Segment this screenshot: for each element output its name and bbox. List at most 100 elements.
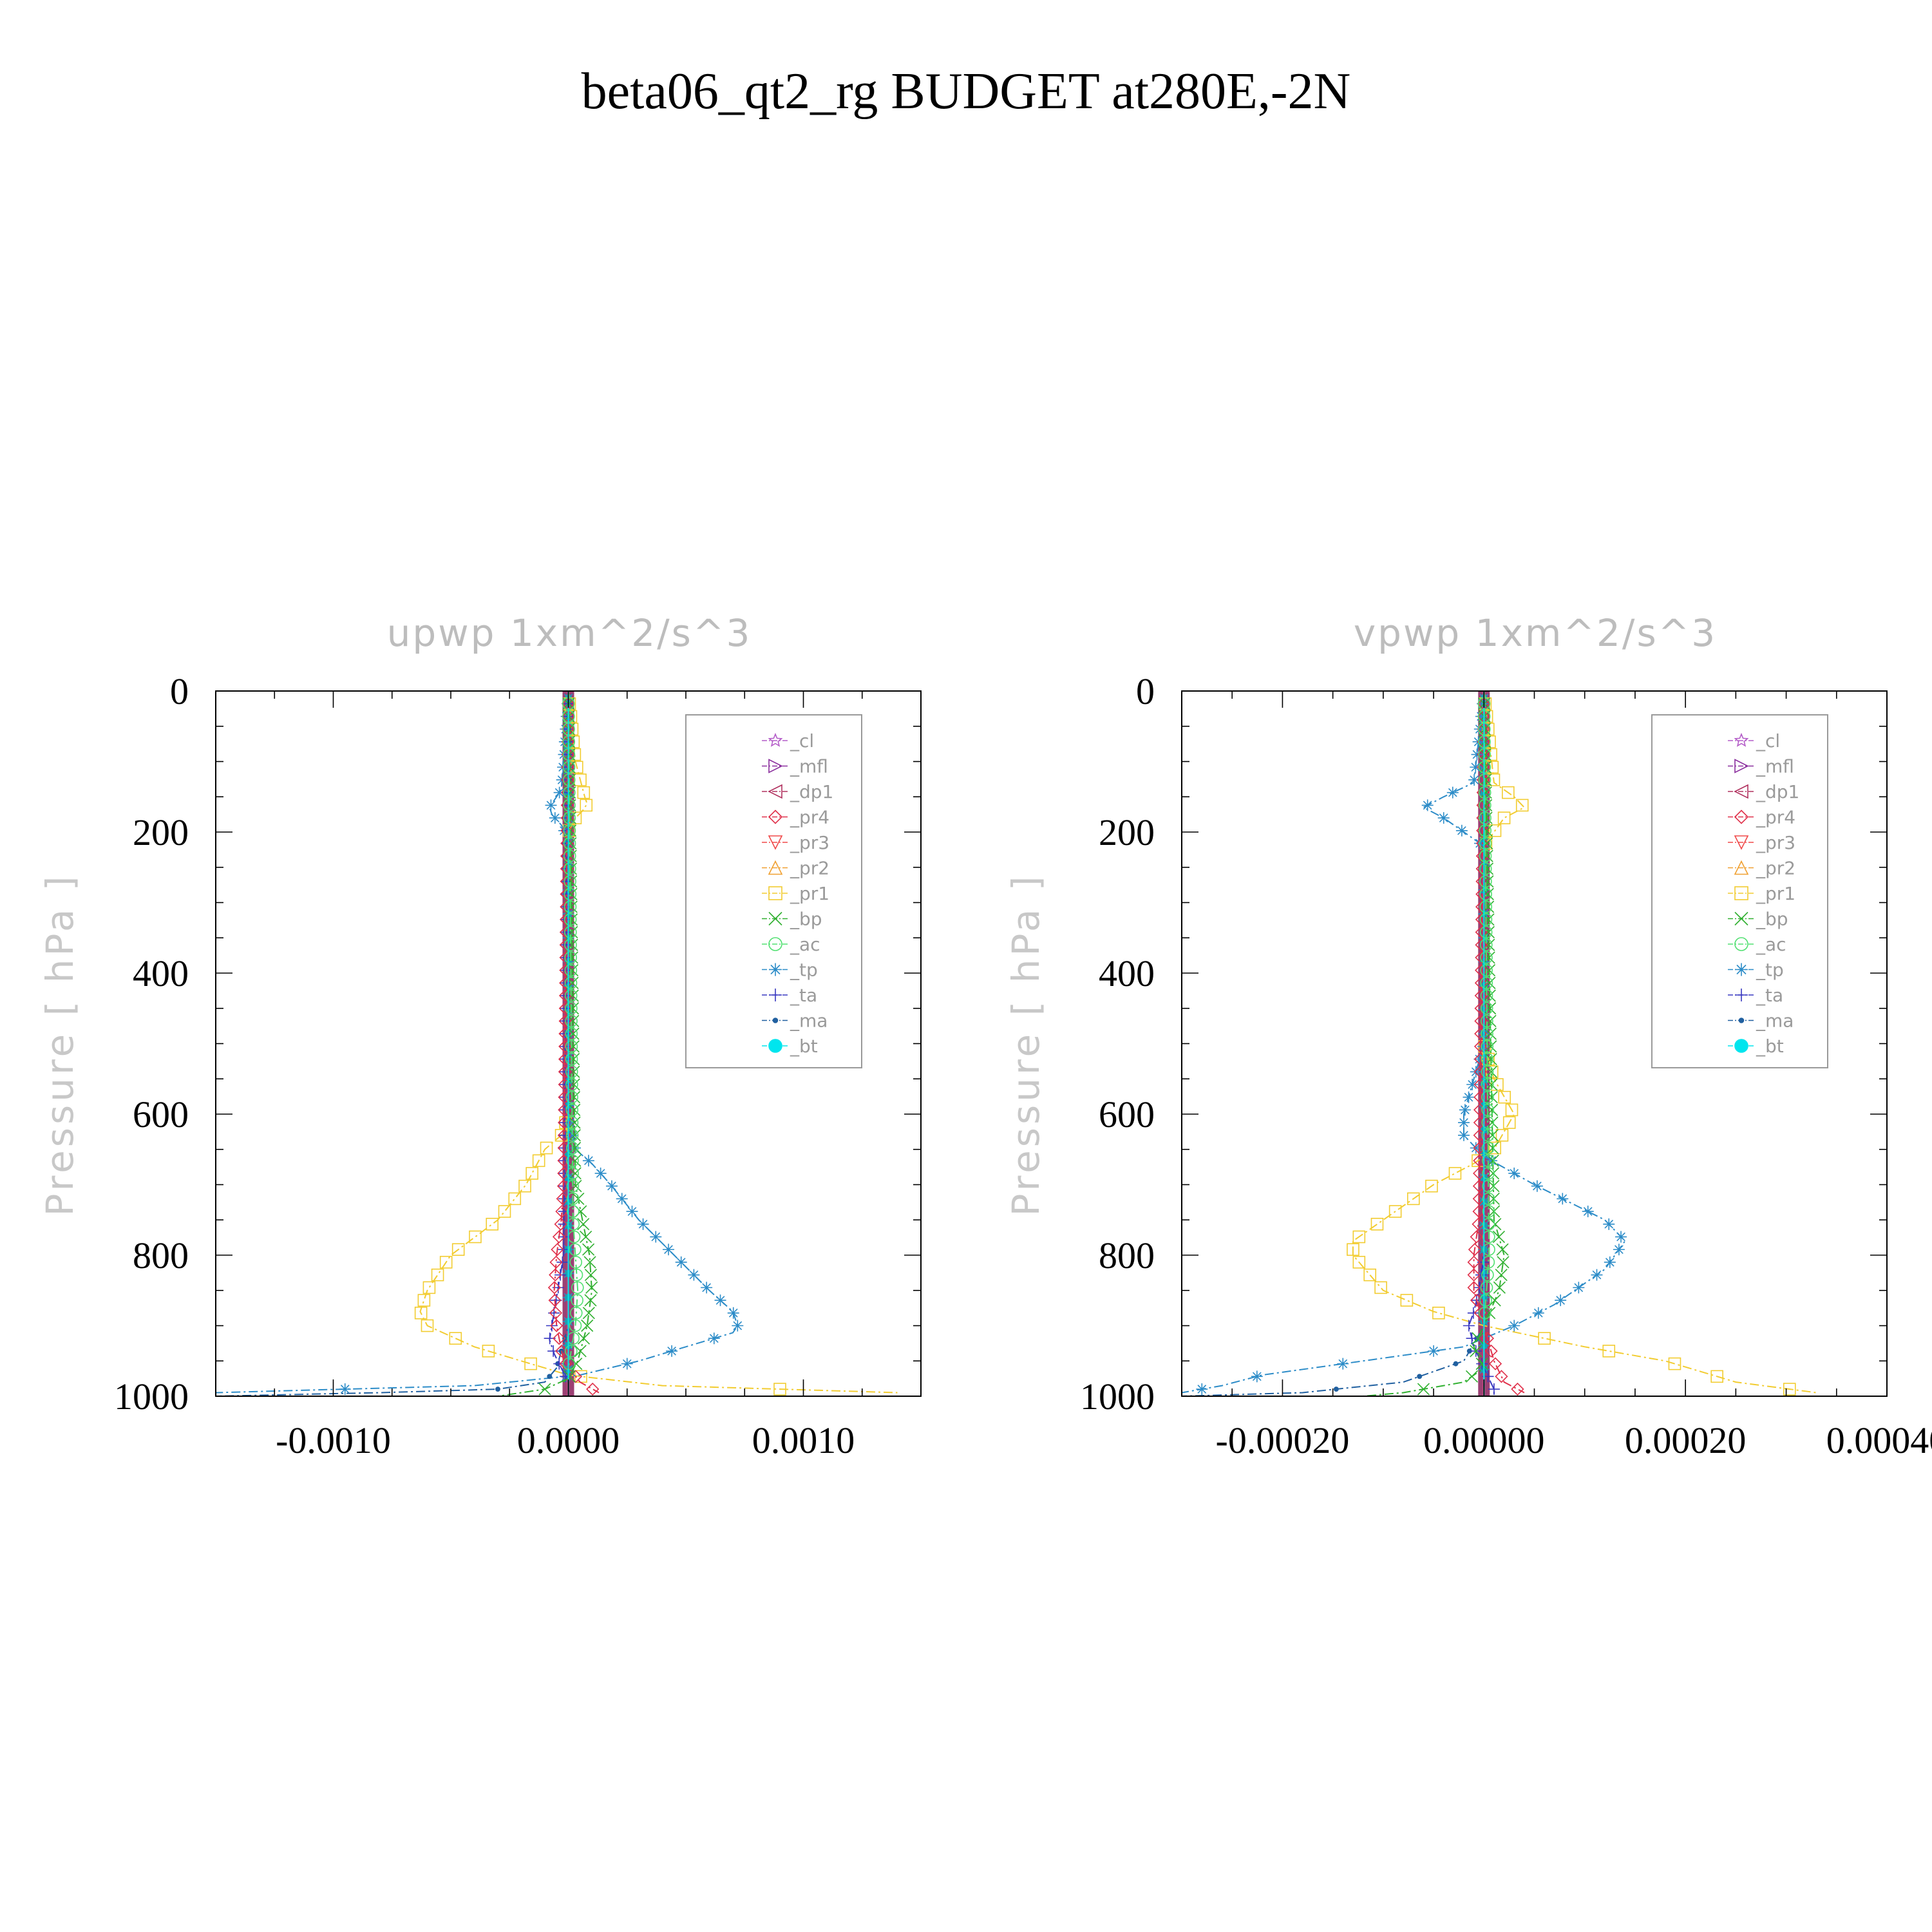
data-point — [577, 786, 591, 799]
data-point — [1467, 1281, 1481, 1294]
figure-title: beta06_qt2_rg BUDGET at280E,-2N — [582, 63, 1351, 120]
data-point — [558, 1001, 572, 1015]
legend-marker — [1738, 1018, 1745, 1023]
data-point — [1480, 1001, 1493, 1015]
data-point — [1347, 1243, 1359, 1256]
data-point — [1482, 1218, 1495, 1231]
data-point — [569, 1256, 582, 1269]
x-tick-label: -0.00020 — [1216, 1419, 1350, 1461]
data-point — [1480, 1281, 1493, 1294]
data-point — [1352, 1230, 1366, 1244]
legend-label: _bp — [790, 909, 822, 930]
data-point — [714, 1294, 726, 1307]
legend-label: _cl — [1756, 730, 1780, 752]
data-point — [574, 1345, 587, 1358]
x-tick-label: -0.0010 — [276, 1419, 391, 1461]
data-point — [1470, 1345, 1482, 1358]
series-pr4 — [1467, 691, 1525, 1396]
plot-area — [216, 691, 898, 1396]
data-point — [553, 1332, 566, 1345]
data-point — [1497, 811, 1511, 824]
data-point — [1352, 1256, 1366, 1269]
data-point — [567, 1053, 580, 1066]
axis-ticks — [1182, 690, 1888, 1397]
data-point — [1475, 849, 1489, 863]
legend-marker — [1735, 963, 1748, 976]
data-point — [1479, 849, 1492, 863]
series-line — [216, 691, 739, 1394]
data-point — [563, 837, 576, 850]
data-point — [565, 1027, 578, 1040]
series-line — [1468, 691, 1495, 1396]
legend-entry-bp: _bp — [1728, 909, 1788, 930]
data-point — [417, 1294, 431, 1307]
data-point — [565, 1090, 578, 1104]
data-point — [580, 1230, 592, 1244]
legend-entry-cl: _cl — [1728, 730, 1780, 752]
series-line — [1182, 691, 1485, 1396]
data-point — [563, 811, 576, 824]
data-point — [1481, 1014, 1493, 1028]
legend-entry-cl: _cl — [762, 730, 814, 752]
data-point — [1479, 1294, 1492, 1307]
data-point — [1480, 989, 1493, 1002]
data-point — [451, 1243, 465, 1256]
legend-entry-ac: _ac — [762, 934, 820, 955]
data-point — [565, 1078, 578, 1091]
data-point — [564, 963, 578, 977]
x-tick-label: 0.0010 — [752, 1419, 855, 1461]
data-point — [549, 1255, 563, 1269]
data-point — [524, 1357, 537, 1370]
data-point — [567, 1129, 579, 1141]
legend-entry-mfl: _mfl — [1728, 756, 1794, 777]
data-point — [1370, 1218, 1384, 1231]
data-point — [449, 1332, 462, 1345]
y-axis-label: Pressure [ hPa ] — [38, 873, 82, 1217]
axis-tick-labels: 0 200 400 600 800 1000 -0.00020 0.00000 0.00020 0… — [1080, 670, 1932, 1461]
data-point — [1487, 1192, 1500, 1205]
data-point — [1474, 1014, 1488, 1028]
data-point — [1467, 1255, 1481, 1269]
data-point — [549, 1306, 563, 1320]
legend-entry-tp: _tp — [762, 960, 818, 981]
data-point — [566, 1167, 579, 1180]
data-point — [569, 1154, 582, 1167]
legend-marker — [1734, 860, 1749, 875]
data-point — [585, 1281, 598, 1294]
series-ta — [1463, 691, 1500, 1396]
data-point — [1495, 1370, 1508, 1383]
data-point — [1493, 1281, 1506, 1294]
data-point — [549, 1268, 562, 1282]
legend-label: _ma — [790, 1010, 828, 1032]
data-point — [1532, 1307, 1544, 1319]
data-point — [565, 1345, 578, 1358]
data-point — [553, 786, 565, 799]
data-point — [566, 1141, 579, 1155]
data-point — [1475, 1358, 1488, 1370]
legend-label: _ta — [1756, 985, 1783, 1006]
data-point — [1515, 799, 1529, 812]
data-point — [1482, 1230, 1495, 1244]
data-point — [1459, 1104, 1471, 1116]
data-point — [414, 1306, 428, 1320]
data-point — [1468, 773, 1481, 786]
data-point — [558, 989, 573, 1003]
data-point — [583, 1256, 596, 1269]
legend-label: _pr2 — [790, 858, 829, 879]
data-point — [1481, 1268, 1494, 1282]
data-point — [565, 1040, 578, 1053]
legend-label: _pr1 — [1756, 883, 1795, 904]
data-point — [558, 1014, 572, 1028]
legend-label: _ta — [790, 985, 817, 1006]
data-point — [1613, 1244, 1625, 1256]
chart-panel-vpwp: vpwp 1xm^2/s^3 Pressure [ hPa ] 0 200 400 6… — [1004, 611, 1932, 1461]
data-point — [547, 1345, 560, 1357]
series-tp — [216, 691, 744, 1396]
data-point — [1710, 1370, 1723, 1383]
legend-marker — [1734, 810, 1749, 824]
data-point — [1475, 837, 1490, 850]
data-point — [1555, 1294, 1567, 1307]
data-point — [1783, 1383, 1796, 1396]
data-point — [563, 1370, 576, 1383]
